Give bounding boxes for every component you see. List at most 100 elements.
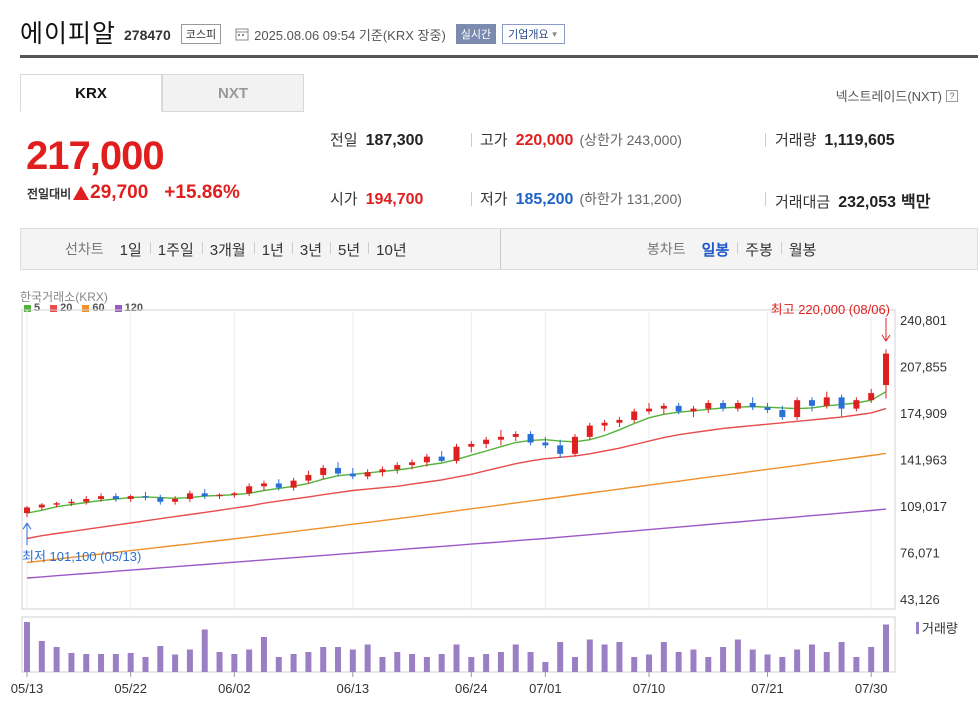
period-1y[interactable]: 1년 — [253, 239, 292, 260]
price-plot-frame — [21, 309, 896, 610]
divider — [471, 192, 472, 206]
stat-unit: 백만 — [901, 194, 931, 211]
candle-body — [186, 493, 193, 499]
line-chart-label: 선차트 — [65, 241, 104, 257]
candle-body — [853, 400, 860, 409]
volume-bar — [423, 657, 430, 672]
volume-bar — [231, 654, 238, 672]
volume-bar — [646, 654, 653, 672]
candle-chart-periods: 봉차트 일봉 주봉 월봉 — [501, 239, 824, 260]
volume-bar — [379, 657, 386, 672]
candle-body — [83, 498, 90, 502]
legend-swatch — [114, 304, 122, 312]
candle-body — [290, 480, 297, 488]
legend-ma60: 60 — [82, 302, 105, 314]
candle-weekly[interactable]: 주봉 — [737, 239, 781, 260]
stat-label: 고가 — [480, 132, 508, 149]
volume-bar — [720, 647, 727, 672]
change-rate: +15.86% — [164, 182, 240, 203]
legend-label: 60 — [92, 302, 105, 314]
realtime-button[interactable]: 실시간 — [455, 24, 497, 44]
max-price-annotation: 최고 220,000 (08/06) — [771, 302, 890, 317]
candle-body — [675, 405, 682, 412]
volume-bar — [275, 657, 282, 672]
volume-bar — [868, 647, 875, 672]
volume-bar — [468, 657, 475, 672]
min-price-annotation: 최저 101,100 (05/13) — [22, 549, 141, 564]
stat-label: 거래량 — [775, 132, 817, 149]
candle-body — [438, 456, 445, 461]
candle-body — [734, 402, 741, 409]
stat-label: 저가 — [480, 191, 508, 208]
line-chart-periods: 선차트 1일 1주일 3개월 1년 3년 5년 10년 — [21, 229, 501, 269]
company-name: 에이피알 — [20, 20, 117, 48]
nextrade-link[interactable]: 넥스트레이드(NXT) ? — [836, 86, 958, 105]
tab-nxt[interactable]: NXT — [162, 74, 304, 112]
candle-body — [53, 503, 60, 505]
caret-down-icon: ▼ — [550, 29, 559, 39]
candle-body — [157, 497, 164, 502]
company-overview-label: 기업개요 — [508, 29, 549, 41]
period-1w[interactable]: 1주일 — [149, 239, 202, 260]
company-overview-button[interactable]: 기업개요 ▼ — [502, 24, 565, 44]
candle-body — [868, 393, 875, 401]
candle-daily[interactable]: 일봉 — [701, 241, 730, 259]
candle-body — [409, 462, 416, 466]
y-tick-label: 174,909 — [900, 406, 947, 421]
period-5y[interactable]: 5년 — [330, 239, 368, 260]
divider — [471, 133, 472, 147]
candle-body — [453, 446, 460, 461]
volume-bar — [201, 629, 208, 672]
volume-bar — [512, 644, 519, 672]
stock-header: 에이피알 278470 코스피 2025.08.06 09:54 기준(KRX … — [20, 12, 978, 52]
candle-body — [394, 465, 401, 470]
candle-body — [720, 402, 727, 409]
legend-swatch — [82, 304, 90, 312]
candle-body — [216, 494, 223, 497]
y-tick-label: 43,126 — [900, 592, 940, 607]
volume-bar — [497, 652, 504, 672]
legend-label: 120 — [124, 302, 143, 314]
candle-body — [542, 442, 549, 446]
candle-body — [112, 496, 119, 499]
candle-monthly[interactable]: 월봉 — [780, 239, 825, 260]
tab-krx[interactable]: KRX — [20, 74, 162, 112]
period-1d[interactable]: 1일 — [119, 241, 142, 259]
stat-trade-value: 거래대금 232,053 백만 — [775, 188, 931, 212]
nextrade-link-label: 넥스트레이드(NXT) — [835, 89, 942, 104]
stat-volume: 거래량 1,119,605 — [775, 129, 895, 150]
stat-value: 187,300 — [365, 132, 424, 149]
volume-bar — [305, 652, 312, 672]
ma60-line — [26, 452, 887, 564]
candle-body — [616, 419, 623, 423]
candle-body — [201, 493, 208, 497]
volume-bar — [571, 657, 578, 672]
volume-bar — [364, 644, 371, 672]
volume-bar — [290, 654, 297, 672]
stat-low: 저가 185,200 (하한가 131,200) — [480, 188, 682, 209]
volume-bar — [675, 652, 682, 672]
period-3y[interactable]: 3년 — [291, 239, 330, 260]
candle-body — [468, 443, 475, 447]
ma120-line — [26, 508, 887, 579]
period-10y[interactable]: 10년 — [368, 239, 415, 260]
stock-chart: 한국거래소(KRX) 5 20 60 120 240,801 207,855 174… — [11, 284, 978, 708]
volume-bar — [794, 649, 801, 672]
volume-bar — [394, 652, 401, 672]
y-tick-label: 76,071 — [900, 546, 940, 561]
help-icon[interactable]: ? — [946, 89, 958, 102]
period-3m[interactable]: 3개월 — [201, 239, 254, 260]
up-arrow-icon — [73, 186, 90, 200]
max-arrow-head — [881, 334, 891, 342]
volume-bar — [409, 654, 416, 672]
x-tick-label: 07/30 — [855, 681, 888, 696]
candle-body — [749, 402, 756, 408]
stat-label: 시가 — [330, 191, 358, 208]
candlestick-chart[interactable]: 240,801 207,855 174,909 141,963 109,017 76,07… — [11, 284, 978, 708]
stat-value: 1,119,605 — [824, 132, 895, 149]
volume-legend-swatch — [916, 622, 919, 634]
volume-bar — [38, 641, 45, 672]
volume-bar — [24, 622, 30, 672]
volume-bar — [883, 624, 889, 672]
volume-bar — [260, 637, 267, 672]
